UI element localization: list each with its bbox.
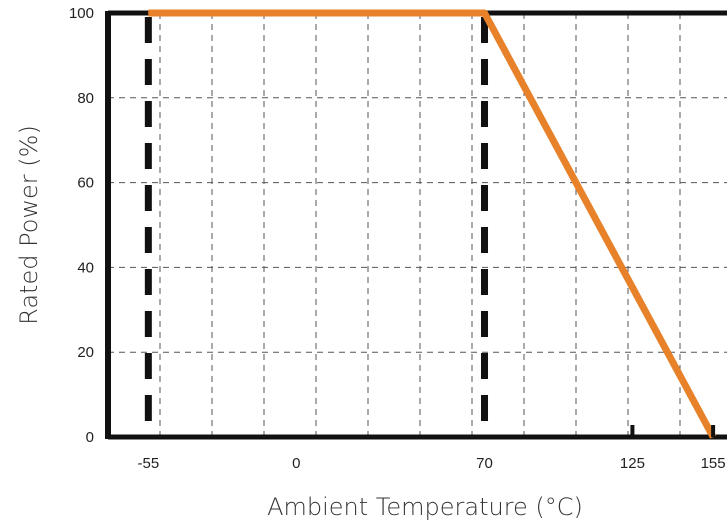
y-tick-label: 60 bbox=[77, 175, 94, 192]
y-tick-label: 20 bbox=[77, 344, 94, 361]
plot-frame bbox=[105, 10, 727, 440]
reference-lines bbox=[144, 17, 489, 433]
y-tick-label: 100 bbox=[69, 5, 94, 22]
data-point bbox=[147, 12, 149, 14]
y-axis-label: Rated Power (%) bbox=[15, 125, 43, 325]
x-tick-label: 125 bbox=[620, 455, 645, 472]
y-tick-label: 40 bbox=[77, 259, 94, 276]
y-tick-label: 0 bbox=[86, 429, 94, 446]
data-point bbox=[484, 12, 486, 14]
x-tick-label: 155 bbox=[701, 455, 726, 472]
x-tick-label: 0 bbox=[292, 455, 300, 472]
y-tick-label: 80 bbox=[77, 90, 94, 107]
x-tick-label: -55 bbox=[137, 455, 159, 472]
x-tick-label: 70 bbox=[476, 455, 493, 472]
grid bbox=[108, 13, 727, 437]
tick-labels: -55 0 70 125 155 0 20 40 60 80 100 bbox=[69, 5, 726, 472]
x-axis-label: Ambient Temperature (°C) bbox=[267, 493, 583, 521]
series-layer bbox=[147, 9, 717, 439]
